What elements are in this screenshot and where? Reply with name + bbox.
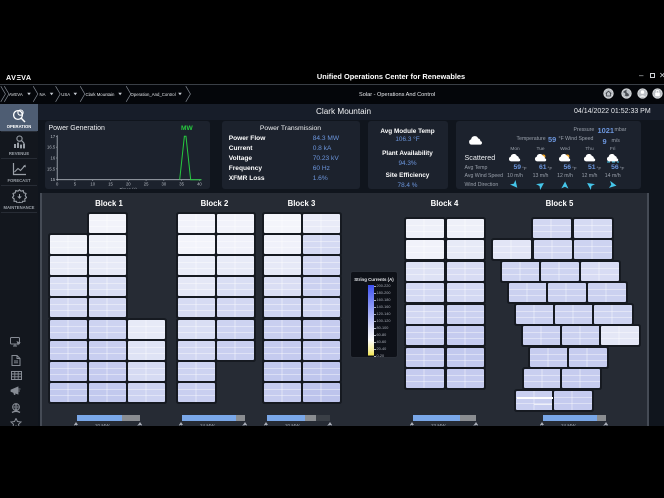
svg-text:NA: NA <box>40 92 46 97</box>
svg-text:16: 16 <box>51 155 56 160</box>
svg-text:16.5: 16.5 <box>47 144 56 149</box>
svg-text:30: 30 <box>162 181 167 186</box>
svg-text:0: 0 <box>56 181 59 186</box>
svg-text:20: 20 <box>126 181 131 186</box>
svg-text:15.5: 15.5 <box>47 166 56 171</box>
svg-text:25: 25 <box>144 181 149 186</box>
svg-text:AVEVA: AVEVA <box>9 92 23 97</box>
svg-text:USA: USA <box>61 92 70 97</box>
svg-text:40: 40 <box>197 181 202 186</box>
svg-text:15: 15 <box>51 177 56 182</box>
svg-text:Times (s): Times (s) <box>120 187 138 189</box>
svg-text:5: 5 <box>74 181 77 186</box>
svg-text:Clark Mountain: Clark Mountain <box>86 92 116 97</box>
svg-text:Operation_And_Control: Operation_And_Control <box>131 92 176 97</box>
svg-text:35: 35 <box>179 181 184 186</box>
svg-text:10: 10 <box>90 181 95 186</box>
svg-text:15: 15 <box>108 181 113 186</box>
svg-text:17: 17 <box>51 133 56 138</box>
